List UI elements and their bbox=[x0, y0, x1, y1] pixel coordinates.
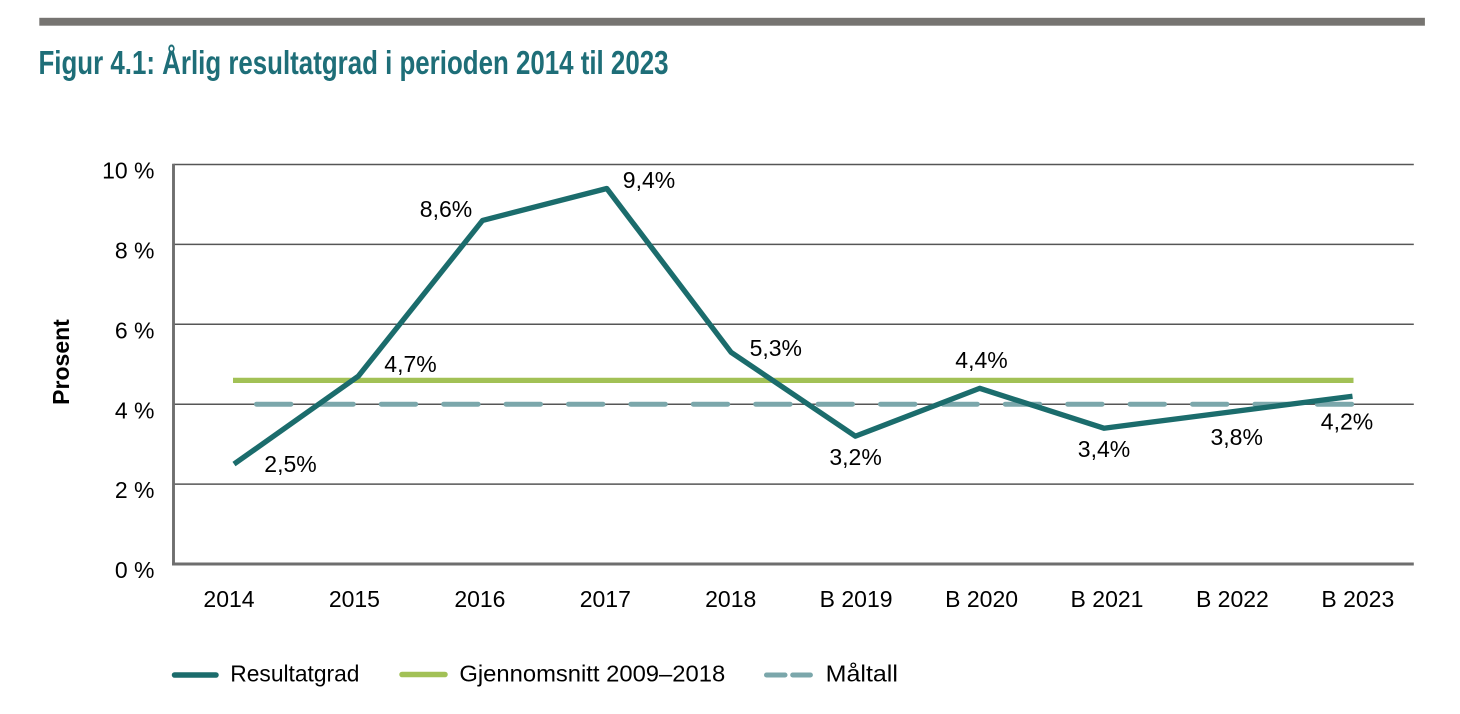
svg-text:3,2%: 3,2% bbox=[829, 444, 881, 470]
svg-text:4,2%: 4,2% bbox=[1321, 409, 1373, 435]
svg-text:Prosent: Prosent bbox=[48, 319, 74, 405]
svg-text:B 2022: B 2022 bbox=[1196, 586, 1269, 612]
svg-text:B 2023: B 2023 bbox=[1321, 586, 1394, 612]
svg-text:B 2020: B 2020 bbox=[945, 586, 1018, 612]
svg-text:2018: 2018 bbox=[705, 586, 756, 612]
svg-text:8,6%: 8,6% bbox=[420, 196, 472, 222]
svg-text:Figur 4.1: Årlig resultatgrad: Figur 4.1: Årlig resultatgrad i perioden… bbox=[39, 44, 669, 81]
svg-text:4 %: 4 % bbox=[115, 397, 155, 423]
svg-text:4,7%: 4,7% bbox=[384, 351, 436, 377]
svg-text:2017: 2017 bbox=[580, 586, 631, 612]
svg-text:B 2019: B 2019 bbox=[820, 586, 893, 612]
svg-text:2014: 2014 bbox=[203, 586, 254, 612]
svg-text:5,3%: 5,3% bbox=[750, 335, 802, 361]
svg-text:3,4%: 3,4% bbox=[1078, 436, 1130, 462]
svg-text:2,5%: 2,5% bbox=[264, 451, 316, 477]
svg-text:3,8%: 3,8% bbox=[1210, 424, 1262, 450]
svg-text:10 %: 10 % bbox=[102, 158, 154, 184]
svg-text:9,4%: 9,4% bbox=[623, 167, 675, 193]
svg-text:2 %: 2 % bbox=[115, 477, 155, 503]
svg-text:B 2021: B 2021 bbox=[1071, 586, 1144, 612]
svg-text:0 %: 0 % bbox=[115, 557, 155, 583]
svg-text:4,4%: 4,4% bbox=[955, 347, 1007, 373]
svg-text:Gjennomsnitt 2009–2018: Gjennomsnitt 2009–2018 bbox=[459, 661, 725, 687]
svg-text:Resultatgrad: Resultatgrad bbox=[230, 661, 359, 687]
svg-text:8 %: 8 % bbox=[115, 238, 155, 264]
svg-text:2016: 2016 bbox=[454, 586, 505, 612]
svg-text:6 %: 6 % bbox=[115, 317, 155, 343]
svg-text:Måltall: Måltall bbox=[826, 661, 898, 687]
svg-text:2015: 2015 bbox=[329, 586, 380, 612]
